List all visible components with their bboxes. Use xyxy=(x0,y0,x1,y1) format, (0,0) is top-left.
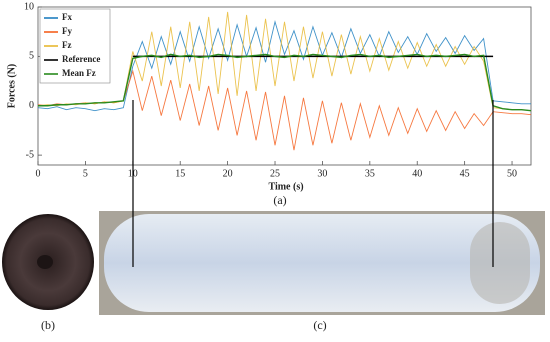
x-tick-label: 15 xyxy=(175,168,185,179)
series-line xyxy=(37,20,531,112)
panel-label: (b) xyxy=(41,318,55,332)
x-axis-label: Time (s) xyxy=(268,181,303,192)
y-axis-label: Forces (N) xyxy=(6,64,17,109)
x-tick-label: 20 xyxy=(223,168,233,179)
legend-label: Fz xyxy=(62,40,72,50)
photo-c xyxy=(104,214,540,312)
y-tick-label: 0 xyxy=(29,100,34,111)
caption: (a) xyxy=(273,193,286,207)
x-tick-label: 35 xyxy=(365,168,375,179)
x-tick-label: 40 xyxy=(412,168,422,179)
x-tick-label: 5 xyxy=(83,168,88,179)
legend-label: Fy xyxy=(62,26,72,36)
x-tick-label: 30 xyxy=(317,168,327,179)
series-line xyxy=(38,53,532,112)
plot-area xyxy=(37,6,532,166)
x-tick-label: 0 xyxy=(36,168,41,179)
x-tick-label: 25 xyxy=(270,168,280,179)
y-tick-label: 10 xyxy=(24,1,34,12)
photo-b-center xyxy=(37,255,53,269)
y-tick-label: 5 xyxy=(29,51,34,62)
y-tick-label: -5 xyxy=(26,149,34,160)
x-tick-label: 50 xyxy=(507,168,517,179)
legend-label: Reference xyxy=(62,54,100,64)
photo-c-edge xyxy=(470,222,530,304)
legend-label: Fx xyxy=(62,12,72,22)
legend-label: Mean Fz xyxy=(62,68,96,78)
x-tick-label: 45 xyxy=(460,168,470,179)
panel-label: (c) xyxy=(313,318,326,332)
